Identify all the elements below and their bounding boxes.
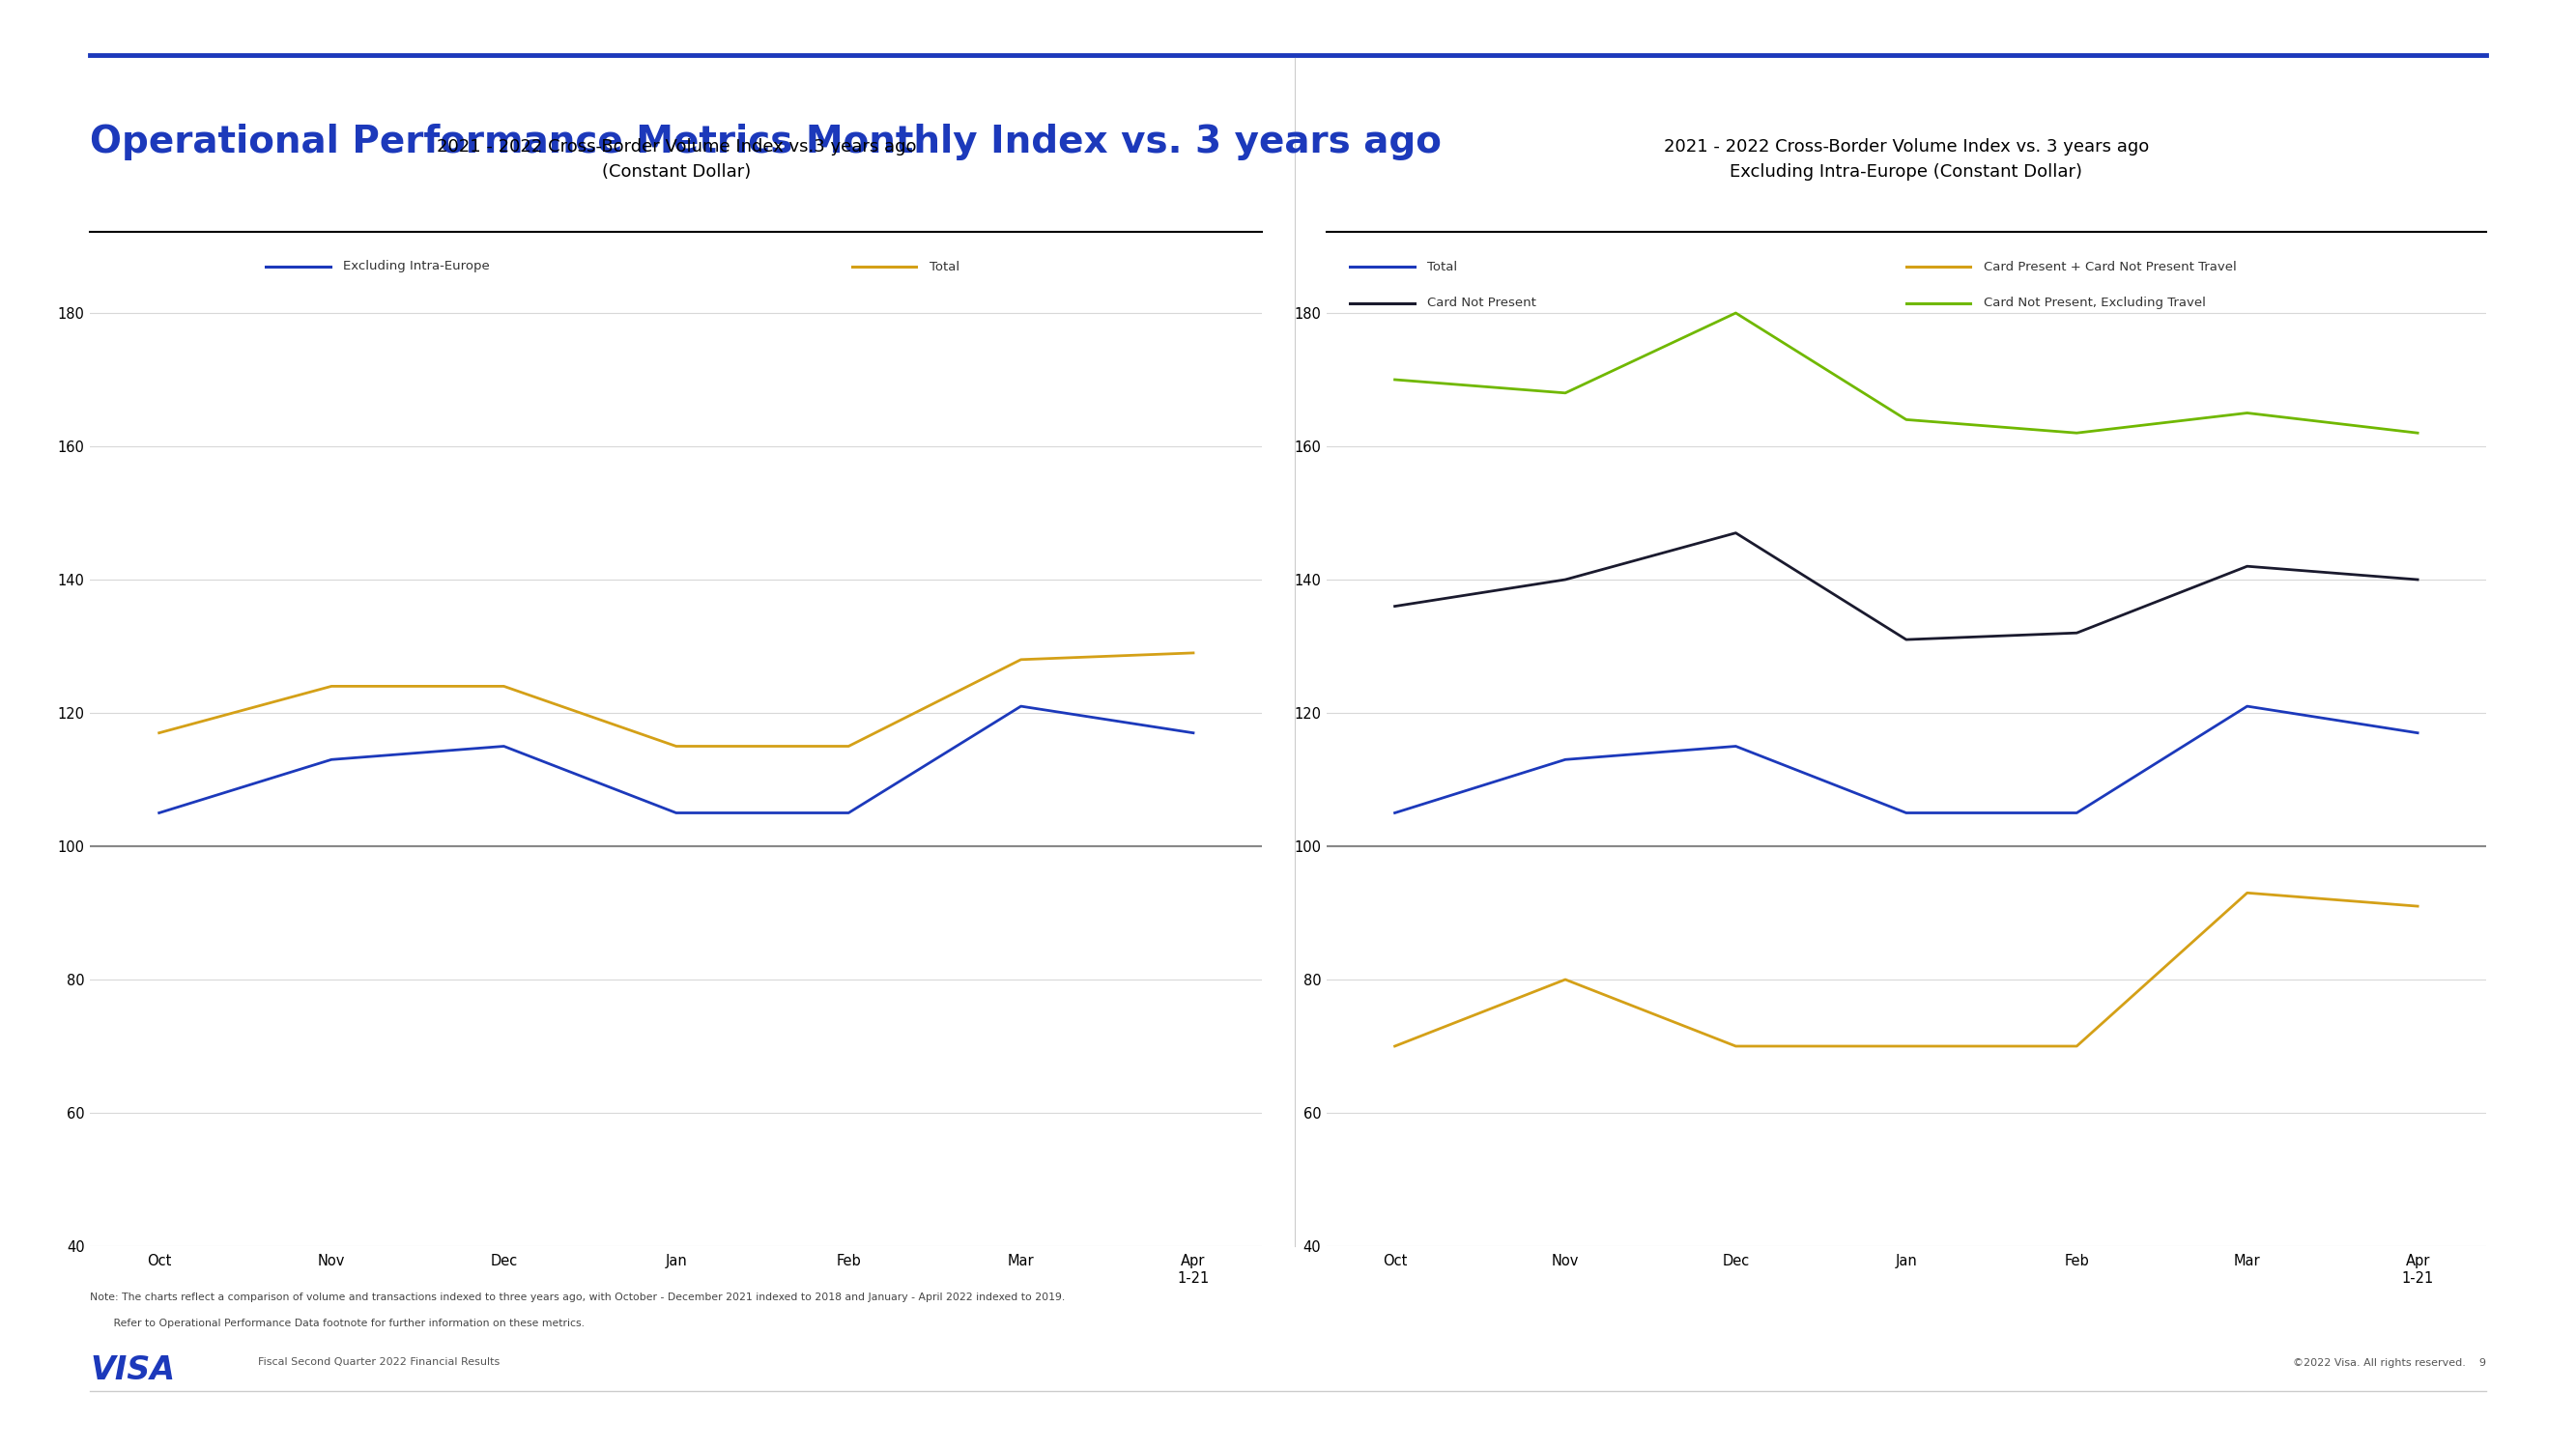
- Text: Total: Total: [930, 261, 958, 272]
- Text: Excluding Intra-Europe: Excluding Intra-Europe: [343, 261, 489, 272]
- Text: Total: Total: [1427, 261, 1458, 272]
- Text: 2021 - 2022 Cross-Border Volume Index vs.3 years ago
(Constant Dollar): 2021 - 2022 Cross-Border Volume Index vs…: [435, 138, 917, 181]
- Text: Card Not Present, Excluding Travel: Card Not Present, Excluding Travel: [1984, 297, 2205, 309]
- Text: 2021 - 2022 Cross-Border Volume Index vs. 3 years ago
Excluding Intra-Europe (Co: 2021 - 2022 Cross-Border Volume Index vs…: [1664, 138, 2148, 181]
- Text: Card Not Present: Card Not Present: [1427, 297, 1535, 309]
- Text: Note: The charts reflect a comparison of volume and transactions indexed to thre: Note: The charts reflect a comparison of…: [90, 1293, 1066, 1303]
- Text: Operational Performance Metrics Monthly Index vs. 3 years ago: Operational Performance Metrics Monthly …: [90, 123, 1443, 159]
- Text: ©2022 Visa. All rights reserved.    9: ©2022 Visa. All rights reserved. 9: [2293, 1358, 2486, 1368]
- Text: Refer to Operational Performance Data footnote for further information on these : Refer to Operational Performance Data fo…: [90, 1319, 585, 1329]
- Text: Fiscal Second Quarter 2022 Financial Results: Fiscal Second Quarter 2022 Financial Res…: [258, 1358, 500, 1368]
- Text: VISA: VISA: [90, 1355, 175, 1387]
- Text: Card Present + Card Not Present Travel: Card Present + Card Not Present Travel: [1984, 261, 2236, 272]
